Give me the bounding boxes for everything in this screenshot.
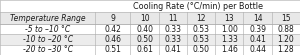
Text: 0.44: 0.44: [249, 45, 266, 54]
Text: 1.28: 1.28: [278, 45, 294, 54]
Text: -5 to –10 °C: -5 to –10 °C: [25, 25, 70, 34]
Text: 12: 12: [196, 14, 206, 23]
Text: 0.50: 0.50: [193, 45, 210, 54]
Text: 0.51: 0.51: [104, 45, 121, 54]
Text: 1.46: 1.46: [221, 45, 238, 54]
Text: 0.33: 0.33: [164, 25, 181, 34]
Text: 13: 13: [224, 14, 234, 23]
Text: 14: 14: [253, 14, 262, 23]
Text: 0.53: 0.53: [193, 25, 210, 34]
Text: 0.53: 0.53: [193, 35, 210, 44]
Text: 0.88: 0.88: [278, 25, 294, 34]
Text: -10 to –20 °C: -10 to –20 °C: [22, 35, 73, 44]
Text: 0.33: 0.33: [164, 35, 181, 44]
Text: 0.50: 0.50: [136, 35, 153, 44]
Text: 0.42: 0.42: [104, 25, 121, 34]
Text: 0.61: 0.61: [136, 45, 153, 54]
Text: Cooling Rate (°C/min) per Bottle: Cooling Rate (°C/min) per Bottle: [133, 2, 263, 11]
Text: 0.46: 0.46: [104, 35, 122, 44]
Text: 15: 15: [281, 14, 291, 23]
Text: 1.20: 1.20: [278, 35, 294, 44]
Bar: [0, 45, 300, 55]
Text: 10: 10: [140, 14, 149, 23]
Text: -20 to –30 °C: -20 to –30 °C: [22, 45, 73, 54]
Bar: [0, 0, 300, 12]
Text: 0.39: 0.39: [249, 25, 266, 34]
Text: 11: 11: [168, 14, 178, 23]
Text: 0.41: 0.41: [164, 45, 181, 54]
Text: 1.00: 1.00: [221, 25, 238, 34]
Text: 1.33: 1.33: [221, 35, 238, 44]
Text: Temperature Range: Temperature Range: [10, 14, 86, 23]
Bar: [0, 34, 300, 45]
Text: 9: 9: [110, 14, 115, 23]
Bar: [0, 24, 300, 34]
Text: 0.40: 0.40: [136, 25, 153, 34]
Bar: [0, 12, 300, 24]
Text: 0.41: 0.41: [249, 35, 266, 44]
